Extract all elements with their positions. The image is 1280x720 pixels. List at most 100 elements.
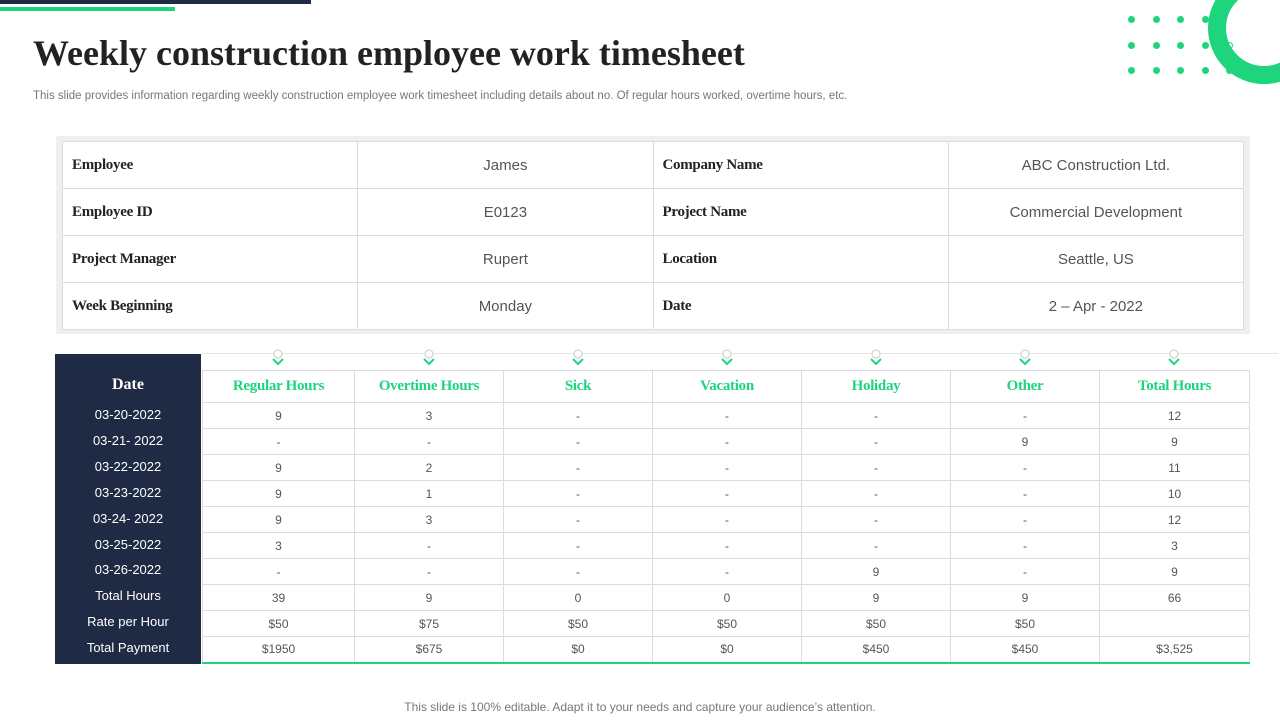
top-accent-bar-green [0, 7, 175, 11]
decorative-dot [1152, 16, 1160, 23]
decorative-dot [1201, 16, 1209, 23]
table-cell: 0 [503, 584, 653, 611]
date-column: Date 03-20-2022 03-21- 2022 03-22-2022 03-2… [55, 354, 201, 664]
table-cell: - [354, 532, 504, 559]
table-cell: - [801, 402, 951, 429]
table-cell: $3,525 [1099, 636, 1250, 664]
top-accent-bar-dark [0, 0, 311, 4]
table-cell: $0 [503, 636, 653, 664]
table-row: 9 2- - - -11 [202, 454, 1250, 481]
info-label: Project Name [652, 188, 949, 236]
table-cell: $450 [801, 636, 951, 664]
table-row: $1950 $675 $0 $0 $450 $450 $3,525 [202, 636, 1250, 664]
table-cell: 9 [202, 454, 355, 481]
column-marker-icon [720, 349, 733, 369]
table-cell [1099, 610, 1250, 637]
table-cell: - [652, 558, 802, 585]
table-cell: 10 [1099, 480, 1250, 507]
table-cell: - [652, 428, 802, 455]
column-header: Other [950, 370, 1100, 403]
info-value: Rupert [357, 235, 654, 283]
table-cell: - [503, 402, 653, 429]
table-cell: 1 [354, 480, 504, 507]
info-label: Employee ID [61, 188, 359, 236]
row-label: Total Hours [95, 588, 161, 604]
info-value: ABC Construction Ltd. [947, 141, 1245, 189]
table-cell: $50 [801, 610, 951, 637]
table-cell: - [503, 532, 653, 559]
table-cell: 9 [354, 584, 504, 611]
table-cell: 12 [1099, 402, 1250, 429]
column-marker-icon [1168, 349, 1180, 369]
column-marker-icon [869, 349, 882, 369]
table-cell: 3 [202, 532, 355, 559]
table-cell: - [652, 480, 802, 507]
table-cell: - [652, 402, 802, 429]
table-cell: 11 [1099, 454, 1250, 481]
decorative-dot [1128, 16, 1135, 23]
decorative-dot [1201, 67, 1209, 74]
column-header: Total Hours [1099, 370, 1250, 403]
table-cell: $75 [354, 610, 504, 637]
footer-note: This slide is 100% editable. Adapt it to… [404, 700, 876, 714]
table-cell: - [202, 558, 355, 585]
table-cell: - [950, 532, 1100, 559]
table-cell: 9 [202, 506, 355, 533]
table-cell: $1950 [202, 636, 355, 664]
table-cell: - [950, 558, 1100, 585]
table-cell: 9 [202, 402, 355, 429]
table-cell: 3 [1099, 532, 1250, 559]
table-cell: 66 [1099, 584, 1250, 611]
table-row: ----9-9 [202, 558, 1250, 585]
column-header: Overtime Hours [354, 370, 504, 403]
table-cell: - [801, 428, 951, 455]
info-label: Project Manager [61, 235, 359, 283]
table-cell: - [950, 454, 1100, 481]
table-cell: - [503, 506, 653, 533]
table-cell: - [801, 454, 951, 481]
table-row: 9 3- - - -12 [202, 402, 1250, 429]
page-subtitle: This slide provides information regardin… [33, 90, 848, 102]
decorative-dot [1128, 41, 1135, 49]
table-cell: - [801, 506, 951, 533]
row-label: 03-22-2022 [94, 458, 162, 474]
info-label: Week Beginning [61, 282, 359, 330]
decorative-dot [1177, 67, 1184, 74]
table-cell: $50 [503, 610, 653, 637]
info-label: Date [652, 282, 949, 330]
employee-info-table: Employee James Company Name ABC Constructio… [61, 141, 1245, 330]
info-label: Company Name [652, 141, 949, 189]
table-cell: 9 [950, 584, 1100, 611]
page-title: Weekly construction employee work timesh… [33, 33, 745, 73]
table-cell: 9 [950, 428, 1100, 455]
column-header: Regular Hours [202, 370, 355, 403]
table-cell: $50 [652, 610, 802, 637]
table-cell: 9 [1099, 428, 1250, 455]
table-cell: 9 [801, 558, 951, 585]
decorative-dot [1177, 41, 1184, 49]
table-row: 9 1- - - -10 [202, 480, 1250, 507]
row-label: Total Payment [86, 640, 170, 656]
info-row: Employee James Company Name ABC Constructio… [61, 141, 1245, 189]
column-marker-icon [1018, 349, 1031, 369]
info-row: Week Beginning Monday Date 2 – Apr - 2022 [61, 282, 1245, 330]
table-cell: $50 [950, 610, 1100, 637]
column-header: Vacation [652, 370, 802, 403]
info-value: Monday [357, 282, 654, 330]
table-cell: $675 [354, 636, 504, 664]
table-cell: - [801, 532, 951, 559]
table-cell: - [801, 480, 951, 507]
row-label: 03-21- 2022 [92, 432, 164, 448]
decorative-dot [1128, 67, 1135, 74]
info-label: Location [652, 235, 949, 283]
table-cell: - [354, 558, 504, 585]
row-label: 03-23-2022 [94, 484, 162, 500]
info-label: Employee [61, 141, 359, 189]
table-cell: - [652, 454, 802, 481]
table-row: 3-----3 [202, 532, 1250, 559]
table-cell: 39 [202, 584, 355, 611]
table-cell: 9 [1099, 558, 1250, 585]
employee-info-panel: Employee James Company Name ABC Constructio… [56, 136, 1250, 334]
table-row: $50 $75 $50 $50 $50 $50 [202, 610, 1250, 637]
table-cell: $0 [652, 636, 802, 664]
